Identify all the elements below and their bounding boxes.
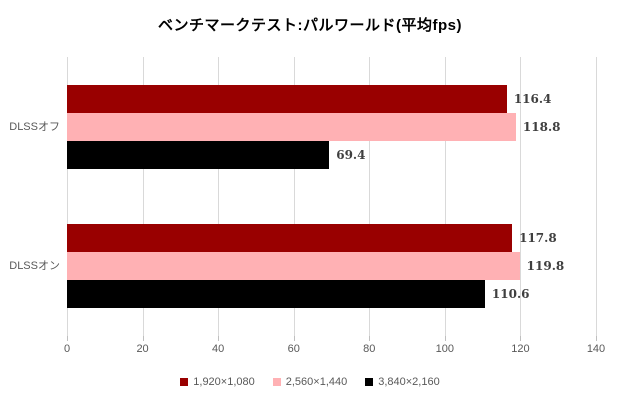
bar — [67, 252, 520, 281]
value-label: 110.6 — [491, 287, 530, 302]
x-tick-label: 0 — [63, 343, 71, 355]
x-tick-label: 120 — [511, 343, 530, 355]
axis-tick — [67, 336, 68, 341]
legend-swatch — [180, 378, 189, 386]
axis-tick — [444, 336, 446, 341]
axis-tick — [142, 336, 144, 341]
gridline — [218, 57, 220, 336]
gridline — [293, 57, 295, 336]
x-tick-label: 20 — [136, 343, 149, 355]
category-label: DLSSオン — [9, 260, 60, 273]
bar — [67, 280, 485, 309]
x-tick-label: 60 — [287, 343, 300, 355]
axis-tick — [520, 336, 522, 341]
bar — [67, 140, 330, 169]
value-label: 116.4 — [513, 91, 552, 106]
bar — [67, 224, 513, 253]
legend-label: 1,920×1,080 — [193, 376, 255, 388]
category-label: DLSSオフ — [9, 120, 60, 133]
gridline — [142, 57, 144, 336]
legend-item: 1,920×1,080 — [180, 376, 255, 388]
bar — [67, 84, 507, 113]
legend-label: 2,560×1,440 — [285, 376, 348, 388]
legend-label: 3,840×2,160 — [378, 376, 440, 388]
legend-item: 3,840×2,160 — [365, 376, 440, 388]
gridline — [369, 57, 371, 336]
value-label: 117.8 — [519, 231, 557, 246]
value-label: 118.8 — [522, 119, 561, 134]
value-label: 69.4 — [336, 147, 366, 162]
value-label: 119.8 — [526, 259, 565, 274]
gridline — [67, 57, 68, 336]
legend-item: 2,560×1,440 — [272, 376, 348, 388]
x-tick-label: 100 — [435, 343, 455, 355]
legend: 1,920×1,080 2,560×1,440 3,840×2,160 — [0, 376, 620, 388]
legend-swatch — [365, 378, 374, 386]
axis-tick — [293, 336, 295, 341]
axis-tick — [218, 336, 220, 341]
chart-title: ベンチマークテスト:パルワールド(平均fps) — [158, 17, 462, 34]
bar — [67, 112, 516, 141]
legend-swatch — [272, 378, 281, 386]
gridline — [520, 57, 522, 336]
x-tick-label: 80 — [363, 343, 376, 355]
x-tick-label: 40 — [212, 343, 225, 355]
gridline — [444, 57, 446, 336]
gridline — [596, 57, 597, 336]
axis-tick — [369, 336, 371, 341]
axis-tick — [596, 336, 597, 341]
x-tick-label: 140 — [586, 343, 606, 355]
